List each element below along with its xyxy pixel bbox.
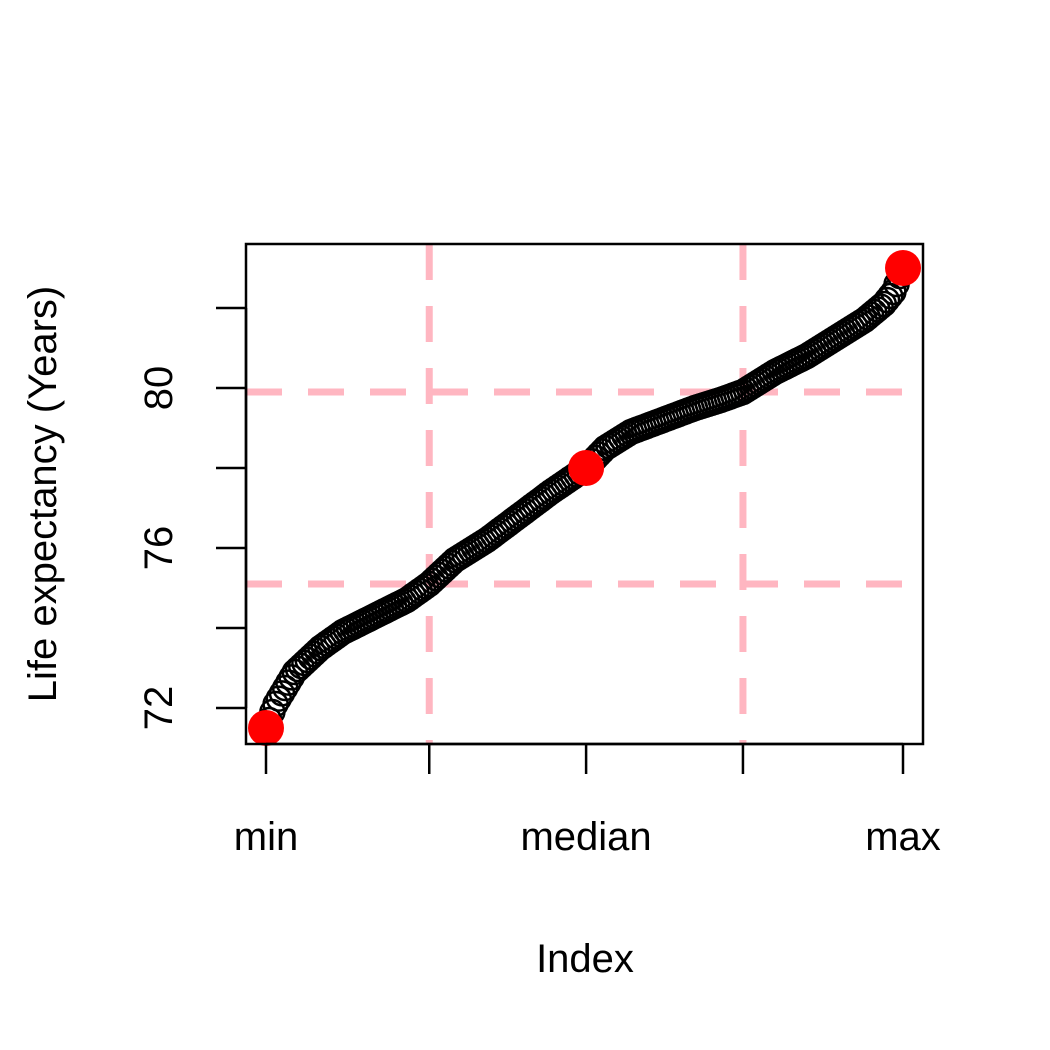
y-axis-title: Life expectancy (Years) <box>21 286 65 703</box>
y-axis: 72 76 80 <box>137 306 248 731</box>
data-point <box>873 286 901 314</box>
highlight-point-median <box>568 450 605 486</box>
x-axis: min median max <box>234 742 941 859</box>
reference-lines <box>246 244 923 744</box>
y-tick-label: 76 <box>137 526 181 571</box>
y-tick-label: 72 <box>137 686 181 731</box>
highlight-point-min <box>248 710 284 746</box>
y-tick-label: 80 <box>137 366 181 411</box>
x-tick-label: median <box>520 815 651 859</box>
x-axis-title: Index <box>536 937 634 981</box>
highlight-points <box>248 250 921 746</box>
x-tick-label: max <box>865 815 941 859</box>
highlight-point-max <box>885 250 921 286</box>
x-tick-label: min <box>234 815 298 859</box>
